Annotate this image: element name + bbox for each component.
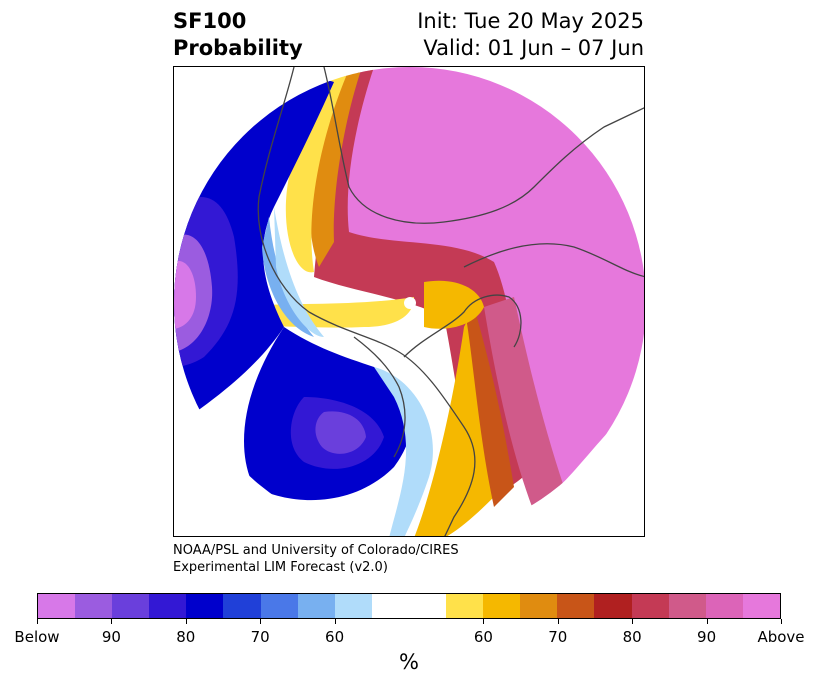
title-variable: SF100 — [173, 9, 247, 33]
colorbar-swatch — [446, 594, 484, 618]
colorbar-tick-label: 60 — [473, 628, 493, 646]
colorbar-tickmark — [334, 619, 336, 624]
colorbar-swatch — [112, 594, 150, 618]
colorbar-swatch — [149, 594, 187, 618]
colorbar-swatch — [260, 594, 298, 618]
credit-line1: NOAA/PSL and University of Colorado/CIRE… — [173, 543, 459, 558]
colorbar-unit: % — [399, 650, 419, 674]
colorbar — [37, 593, 781, 619]
colorbar-swatch — [371, 594, 409, 618]
colorbar-tick-label: 80 — [176, 628, 196, 646]
colorbar-tick-label: 90 — [697, 628, 717, 646]
north-pole-marker — [404, 297, 416, 309]
colorbar-swatch — [705, 594, 743, 618]
colorbar-swatch — [668, 594, 706, 618]
colorbar-tick-label: Below — [14, 628, 60, 646]
title-left: SF100 Probability — [173, 8, 303, 62]
colorbar-tick-label: Above — [757, 628, 805, 646]
colorbar-tick-label: 70 — [250, 628, 270, 646]
valid-range: Valid: 01 Jun – 07 Jun — [423, 36, 644, 60]
title-quantity: Probability — [173, 36, 303, 60]
credit-line2: Experimental LIM Forecast (v2.0) — [173, 560, 388, 575]
map-panel — [173, 66, 645, 537]
colorbar-swatch — [483, 594, 521, 618]
colorbar-tickmark — [260, 619, 262, 624]
colorbar-swatch — [408, 594, 447, 618]
init-date: Init: Tue 20 May 2025 — [417, 9, 644, 33]
credit: NOAA/PSL and University of Colorado/CIRE… — [173, 542, 459, 576]
colorbar-tick-label: 70 — [548, 628, 568, 646]
orange-band — [310, 67, 362, 267]
colorbar-tick-label: 60 — [325, 628, 345, 646]
colorbar-tickmark — [185, 619, 187, 624]
colorbar-tick-label: 90 — [101, 628, 121, 646]
colorbar-swatch — [631, 594, 669, 618]
colorbar-swatch — [186, 594, 224, 618]
colorbar-tickmark — [111, 619, 113, 624]
colorbar-tickmark — [706, 619, 708, 624]
colorbar-swatch — [557, 594, 595, 618]
colorbar-tickmark — [37, 619, 38, 624]
coastlines — [257, 67, 644, 536]
colorbar-swatch — [594, 594, 632, 618]
yellow-band-north — [285, 67, 350, 273]
colorbar-tickmark — [632, 619, 634, 624]
colorbar-tickmark — [557, 619, 559, 624]
colorbar-swatch — [297, 594, 335, 618]
colorbar-swatch — [520, 594, 558, 618]
colorbar-swatch — [223, 594, 261, 618]
colorbar-swatch — [334, 594, 372, 618]
polar-map — [174, 67, 644, 536]
colorbar-swatch — [75, 594, 113, 618]
title-right: Init: Tue 20 May 2025 Valid: 01 Jun – 07… — [417, 8, 644, 62]
colorbar-swatch — [742, 594, 780, 618]
colorbar-tick-label: 80 — [622, 628, 642, 646]
colorbar-tickmark — [483, 619, 485, 624]
colorbar-swatch — [38, 594, 76, 618]
colorbar-tickmark — [781, 619, 782, 624]
